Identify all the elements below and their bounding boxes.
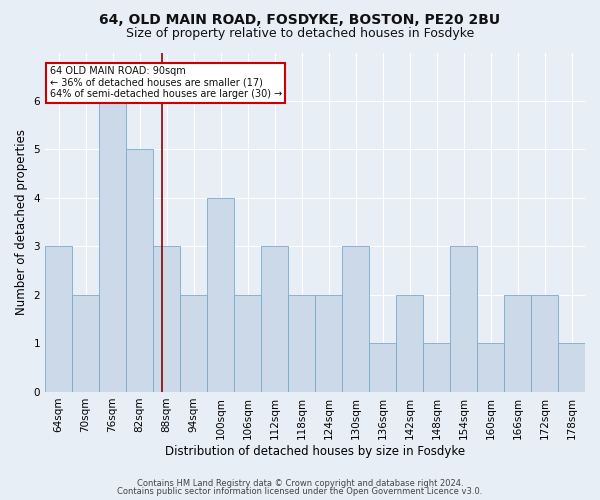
Y-axis label: Number of detached properties: Number of detached properties <box>15 129 28 315</box>
Bar <box>396 295 423 392</box>
Bar <box>531 295 558 392</box>
Bar <box>261 246 288 392</box>
Text: 64 OLD MAIN ROAD: 90sqm
← 36% of detached houses are smaller (17)
64% of semi-de: 64 OLD MAIN ROAD: 90sqm ← 36% of detache… <box>50 66 282 100</box>
Bar <box>369 344 396 392</box>
Bar <box>126 150 153 392</box>
Bar <box>180 295 207 392</box>
Bar <box>315 295 342 392</box>
Bar <box>558 344 585 392</box>
Bar <box>423 344 450 392</box>
Bar <box>477 344 504 392</box>
Bar <box>45 246 72 392</box>
Text: Contains HM Land Registry data © Crown copyright and database right 2024.: Contains HM Land Registry data © Crown c… <box>137 478 463 488</box>
Bar <box>99 101 126 392</box>
Text: Contains public sector information licensed under the Open Government Licence v3: Contains public sector information licen… <box>118 487 482 496</box>
Bar <box>234 295 261 392</box>
X-axis label: Distribution of detached houses by size in Fosdyke: Distribution of detached houses by size … <box>165 444 465 458</box>
Bar <box>342 246 369 392</box>
Text: 64, OLD MAIN ROAD, FOSDYKE, BOSTON, PE20 2BU: 64, OLD MAIN ROAD, FOSDYKE, BOSTON, PE20… <box>100 12 500 26</box>
Bar <box>153 246 180 392</box>
Bar <box>450 246 477 392</box>
Bar <box>207 198 234 392</box>
Text: Size of property relative to detached houses in Fosdyke: Size of property relative to detached ho… <box>126 28 474 40</box>
Bar <box>504 295 531 392</box>
Bar <box>288 295 315 392</box>
Bar <box>72 295 99 392</box>
